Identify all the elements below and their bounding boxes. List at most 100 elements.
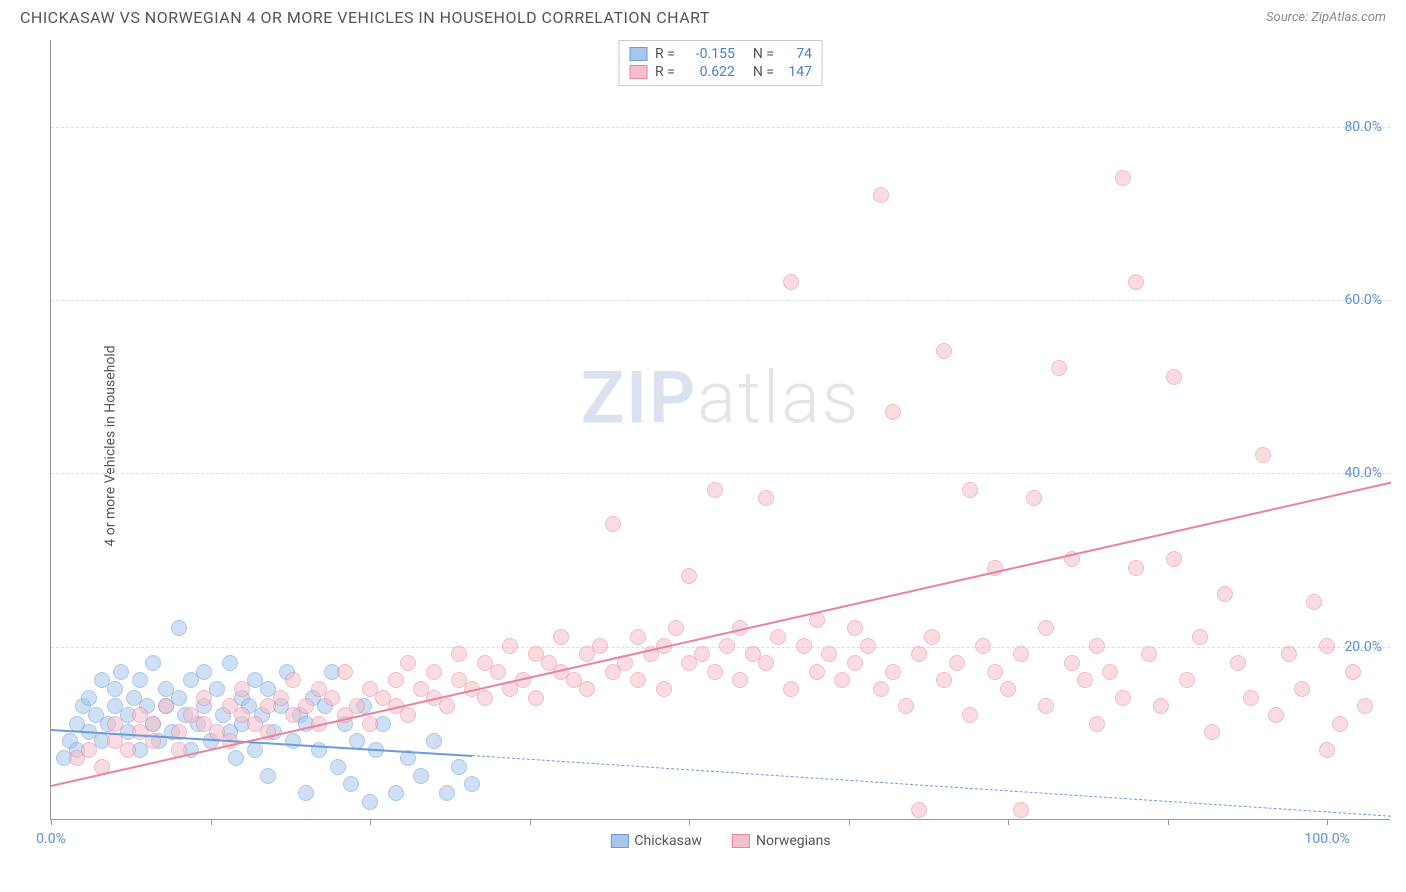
data-point — [911, 646, 927, 662]
x-tick — [1008, 819, 1009, 825]
data-point — [936, 343, 952, 359]
data-point — [107, 681, 123, 697]
data-point — [388, 785, 404, 801]
data-point — [885, 664, 901, 680]
data-point — [579, 681, 595, 697]
data-point — [330, 759, 346, 775]
data-point — [732, 672, 748, 688]
data-point — [1013, 646, 1029, 662]
gridline — [51, 300, 1390, 301]
legend-series: Chickasaw Norwegians — [610, 833, 830, 849]
data-point — [1306, 594, 1322, 610]
data-point — [362, 716, 378, 732]
data-point — [1128, 560, 1144, 576]
data-point — [196, 664, 212, 680]
data-point — [1204, 724, 1220, 740]
data-point — [490, 664, 506, 680]
data-point — [1230, 655, 1246, 671]
data-point — [107, 716, 123, 732]
legend-item: Chickasaw — [610, 833, 702, 849]
data-point — [1102, 664, 1118, 680]
legend-label: Chickasaw — [634, 833, 702, 849]
x-tick — [211, 819, 212, 825]
data-point — [1128, 274, 1144, 290]
watermark: ZIPatlas — [581, 356, 861, 441]
data-point — [1217, 586, 1233, 602]
data-point — [860, 638, 876, 654]
data-point — [553, 629, 569, 645]
data-point — [1166, 369, 1182, 385]
data-point — [413, 768, 429, 784]
data-point — [924, 629, 940, 645]
data-point — [1255, 447, 1271, 463]
x-tick — [530, 819, 531, 825]
data-point — [234, 681, 250, 697]
legend-swatch — [732, 834, 750, 848]
data-point — [885, 404, 901, 420]
data-point — [758, 490, 774, 506]
data-point — [847, 655, 863, 671]
data-point — [337, 664, 353, 680]
data-point — [426, 664, 442, 680]
gridline — [51, 473, 1390, 474]
legend-swatch — [629, 65, 647, 79]
data-point — [1000, 681, 1016, 697]
data-point — [145, 716, 161, 732]
data-point — [502, 638, 518, 654]
data-point — [975, 638, 991, 654]
regression-line — [472, 755, 1391, 817]
data-point — [349, 698, 365, 714]
data-point — [962, 482, 978, 498]
data-point — [1319, 742, 1335, 758]
chart-title: CHICKASAW VS NORWEGIAN 4 OR MORE VEHICLE… — [20, 8, 710, 27]
data-point — [694, 646, 710, 662]
data-point — [707, 482, 723, 498]
legend-stats: R =-0.155N =74R =0.622N =147 — [618, 40, 823, 86]
data-point — [630, 629, 646, 645]
legend-item: Norwegians — [732, 833, 831, 849]
data-point — [1038, 620, 1054, 636]
data-point — [1268, 707, 1284, 723]
data-point — [285, 672, 301, 688]
data-point — [605, 516, 621, 532]
data-point — [1051, 360, 1067, 376]
source-label: Source: ZipAtlas.com — [1266, 10, 1386, 25]
data-point — [120, 742, 136, 758]
data-point — [630, 672, 646, 688]
x-tick — [370, 819, 371, 825]
x-tick-label: 100.0% — [1304, 831, 1349, 847]
data-point — [1153, 698, 1169, 714]
data-point — [285, 733, 301, 749]
data-point — [145, 655, 161, 671]
gridline — [51, 127, 1390, 128]
data-point — [247, 742, 263, 758]
data-point — [1064, 655, 1080, 671]
data-point — [426, 733, 442, 749]
y-tick-label: 60.0% — [1344, 292, 1382, 308]
data-point — [1357, 698, 1373, 714]
data-point — [1281, 646, 1297, 662]
legend-swatch — [610, 834, 628, 848]
data-point — [400, 707, 416, 723]
legend-stat-row: R =-0.155N =74 — [629, 45, 812, 63]
data-point — [222, 655, 238, 671]
data-point — [343, 776, 359, 792]
data-point — [1038, 698, 1054, 714]
data-point — [477, 690, 493, 706]
data-point — [81, 742, 97, 758]
data-point — [311, 742, 327, 758]
data-point — [592, 638, 608, 654]
data-point — [388, 672, 404, 688]
y-tick-label: 20.0% — [1344, 639, 1382, 655]
data-point — [949, 655, 965, 671]
data-point — [1089, 716, 1105, 732]
data-point — [668, 620, 684, 636]
data-point — [1179, 672, 1195, 688]
legend-label: Norwegians — [756, 833, 831, 849]
data-point — [1332, 716, 1348, 732]
data-point — [158, 698, 174, 714]
data-point — [1294, 681, 1310, 697]
regression-line — [51, 482, 1391, 787]
data-point — [81, 690, 97, 706]
data-point — [1243, 690, 1259, 706]
